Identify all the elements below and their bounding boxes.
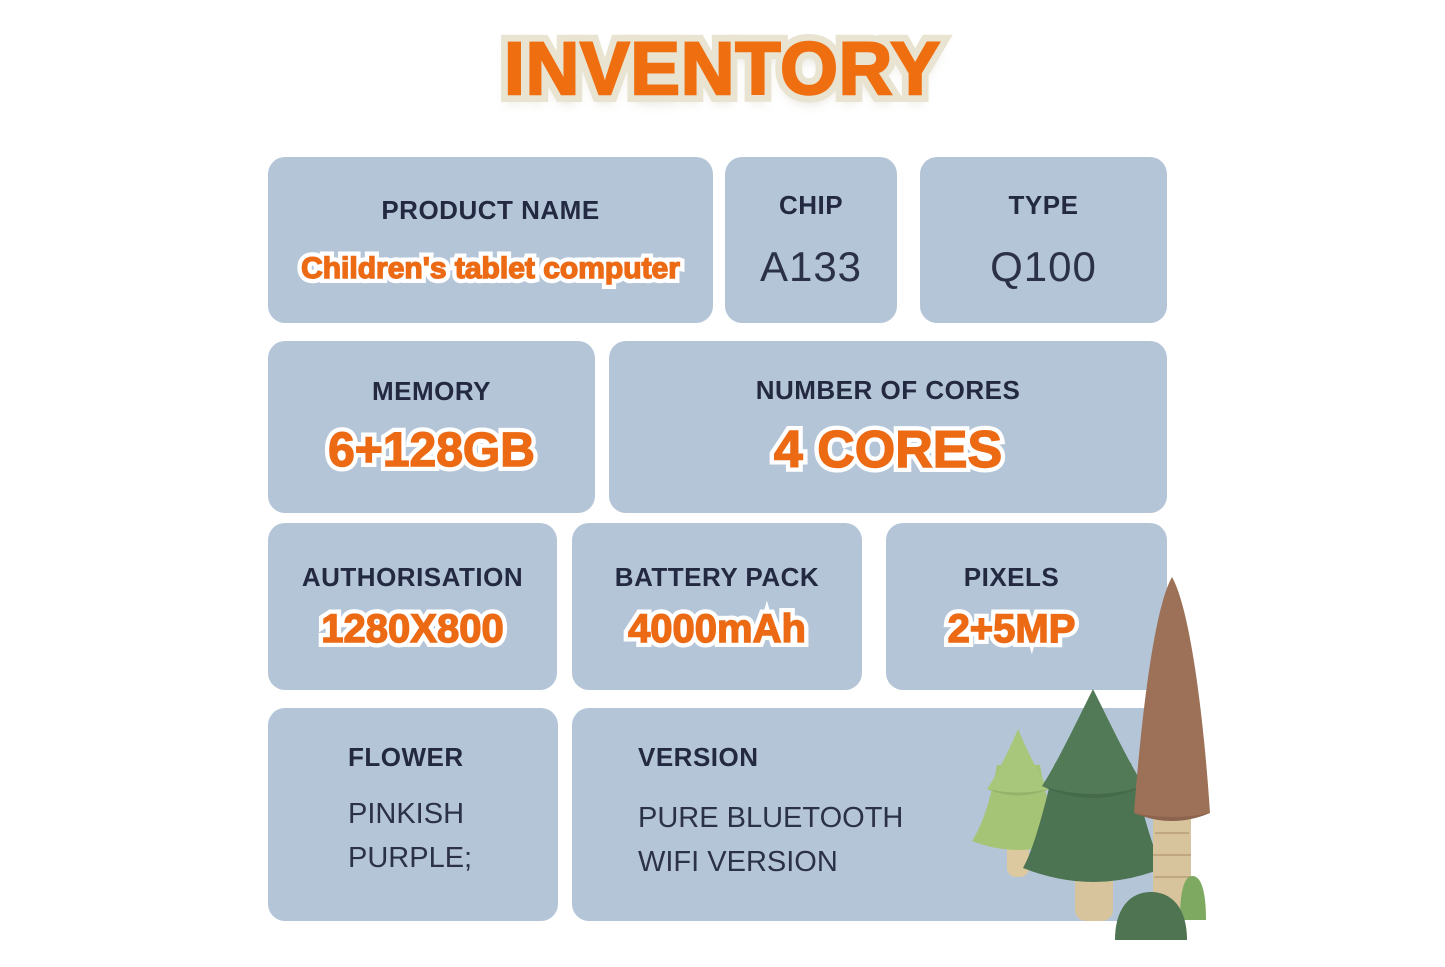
- spec-card-chip: CHIP A133: [725, 157, 897, 323]
- spec-card-battery-pack: BATTERY PACK 4000mAh: [572, 523, 862, 690]
- spec-value: 4 CORES: [773, 420, 1003, 480]
- spec-label: NUMBER OF CORES: [755, 374, 1021, 405]
- title-bar: INVENTORY: [0, 26, 1445, 112]
- spec-label: BATTERY PACK: [614, 561, 820, 592]
- spec-value: 1280X800: [321, 606, 505, 652]
- spec-card-memory: MEMORY 6+128GB: [268, 341, 595, 513]
- spec-card-product-name: PRODUCT NAME Children's tablet computer: [268, 157, 713, 323]
- spec-value: PINKISH PURPLE;: [348, 798, 473, 874]
- spec-value: 4000mAh: [627, 606, 806, 652]
- spec-card-pixels: PIXELS 2+5MP: [886, 523, 1167, 690]
- toy-tree-brown-icon: [1134, 577, 1210, 911]
- spec-card-number-of-cores: NUMBER OF CORES 4 CORES: [609, 341, 1167, 513]
- toy-bush-small-icon: [1180, 876, 1206, 920]
- spec-label: PIXELS: [963, 561, 1060, 592]
- spec-label: PRODUCT NAME: [381, 194, 600, 225]
- spec-value: A133: [759, 242, 863, 290]
- spec-value: Children's tablet computer: [300, 251, 680, 286]
- spec-value: 6+128GB: [327, 423, 535, 478]
- spec-card-flower: FLOWER PINKISH PURPLE;: [268, 708, 558, 921]
- tree-trunk: [1153, 813, 1191, 911]
- page-title: INVENTORY: [503, 26, 941, 112]
- toy-tree-dark-green-icon: [1023, 689, 1163, 921]
- spec-value: 2+5MP: [947, 606, 1076, 652]
- spec-label: AUTHORISATION: [301, 561, 524, 592]
- spec-value: PURE BLUETOOTH WIFI VERSION: [638, 802, 904, 878]
- spec-label: MEMORY: [371, 376, 492, 406]
- spec-card-authorisation: AUTHORISATION 1280X800: [268, 523, 557, 690]
- toy-bush-large-icon: [1115, 892, 1187, 940]
- spec-label: VERSION: [638, 742, 759, 772]
- wooden-trees-decoration: [972, 577, 1210, 940]
- spec-card-type: TYPE Q100: [920, 157, 1167, 323]
- spec-label: TYPE: [1008, 189, 1079, 220]
- spec-value: Q100: [990, 242, 1097, 290]
- spec-label: CHIP: [778, 189, 844, 220]
- spec-label: FLOWER: [348, 742, 464, 772]
